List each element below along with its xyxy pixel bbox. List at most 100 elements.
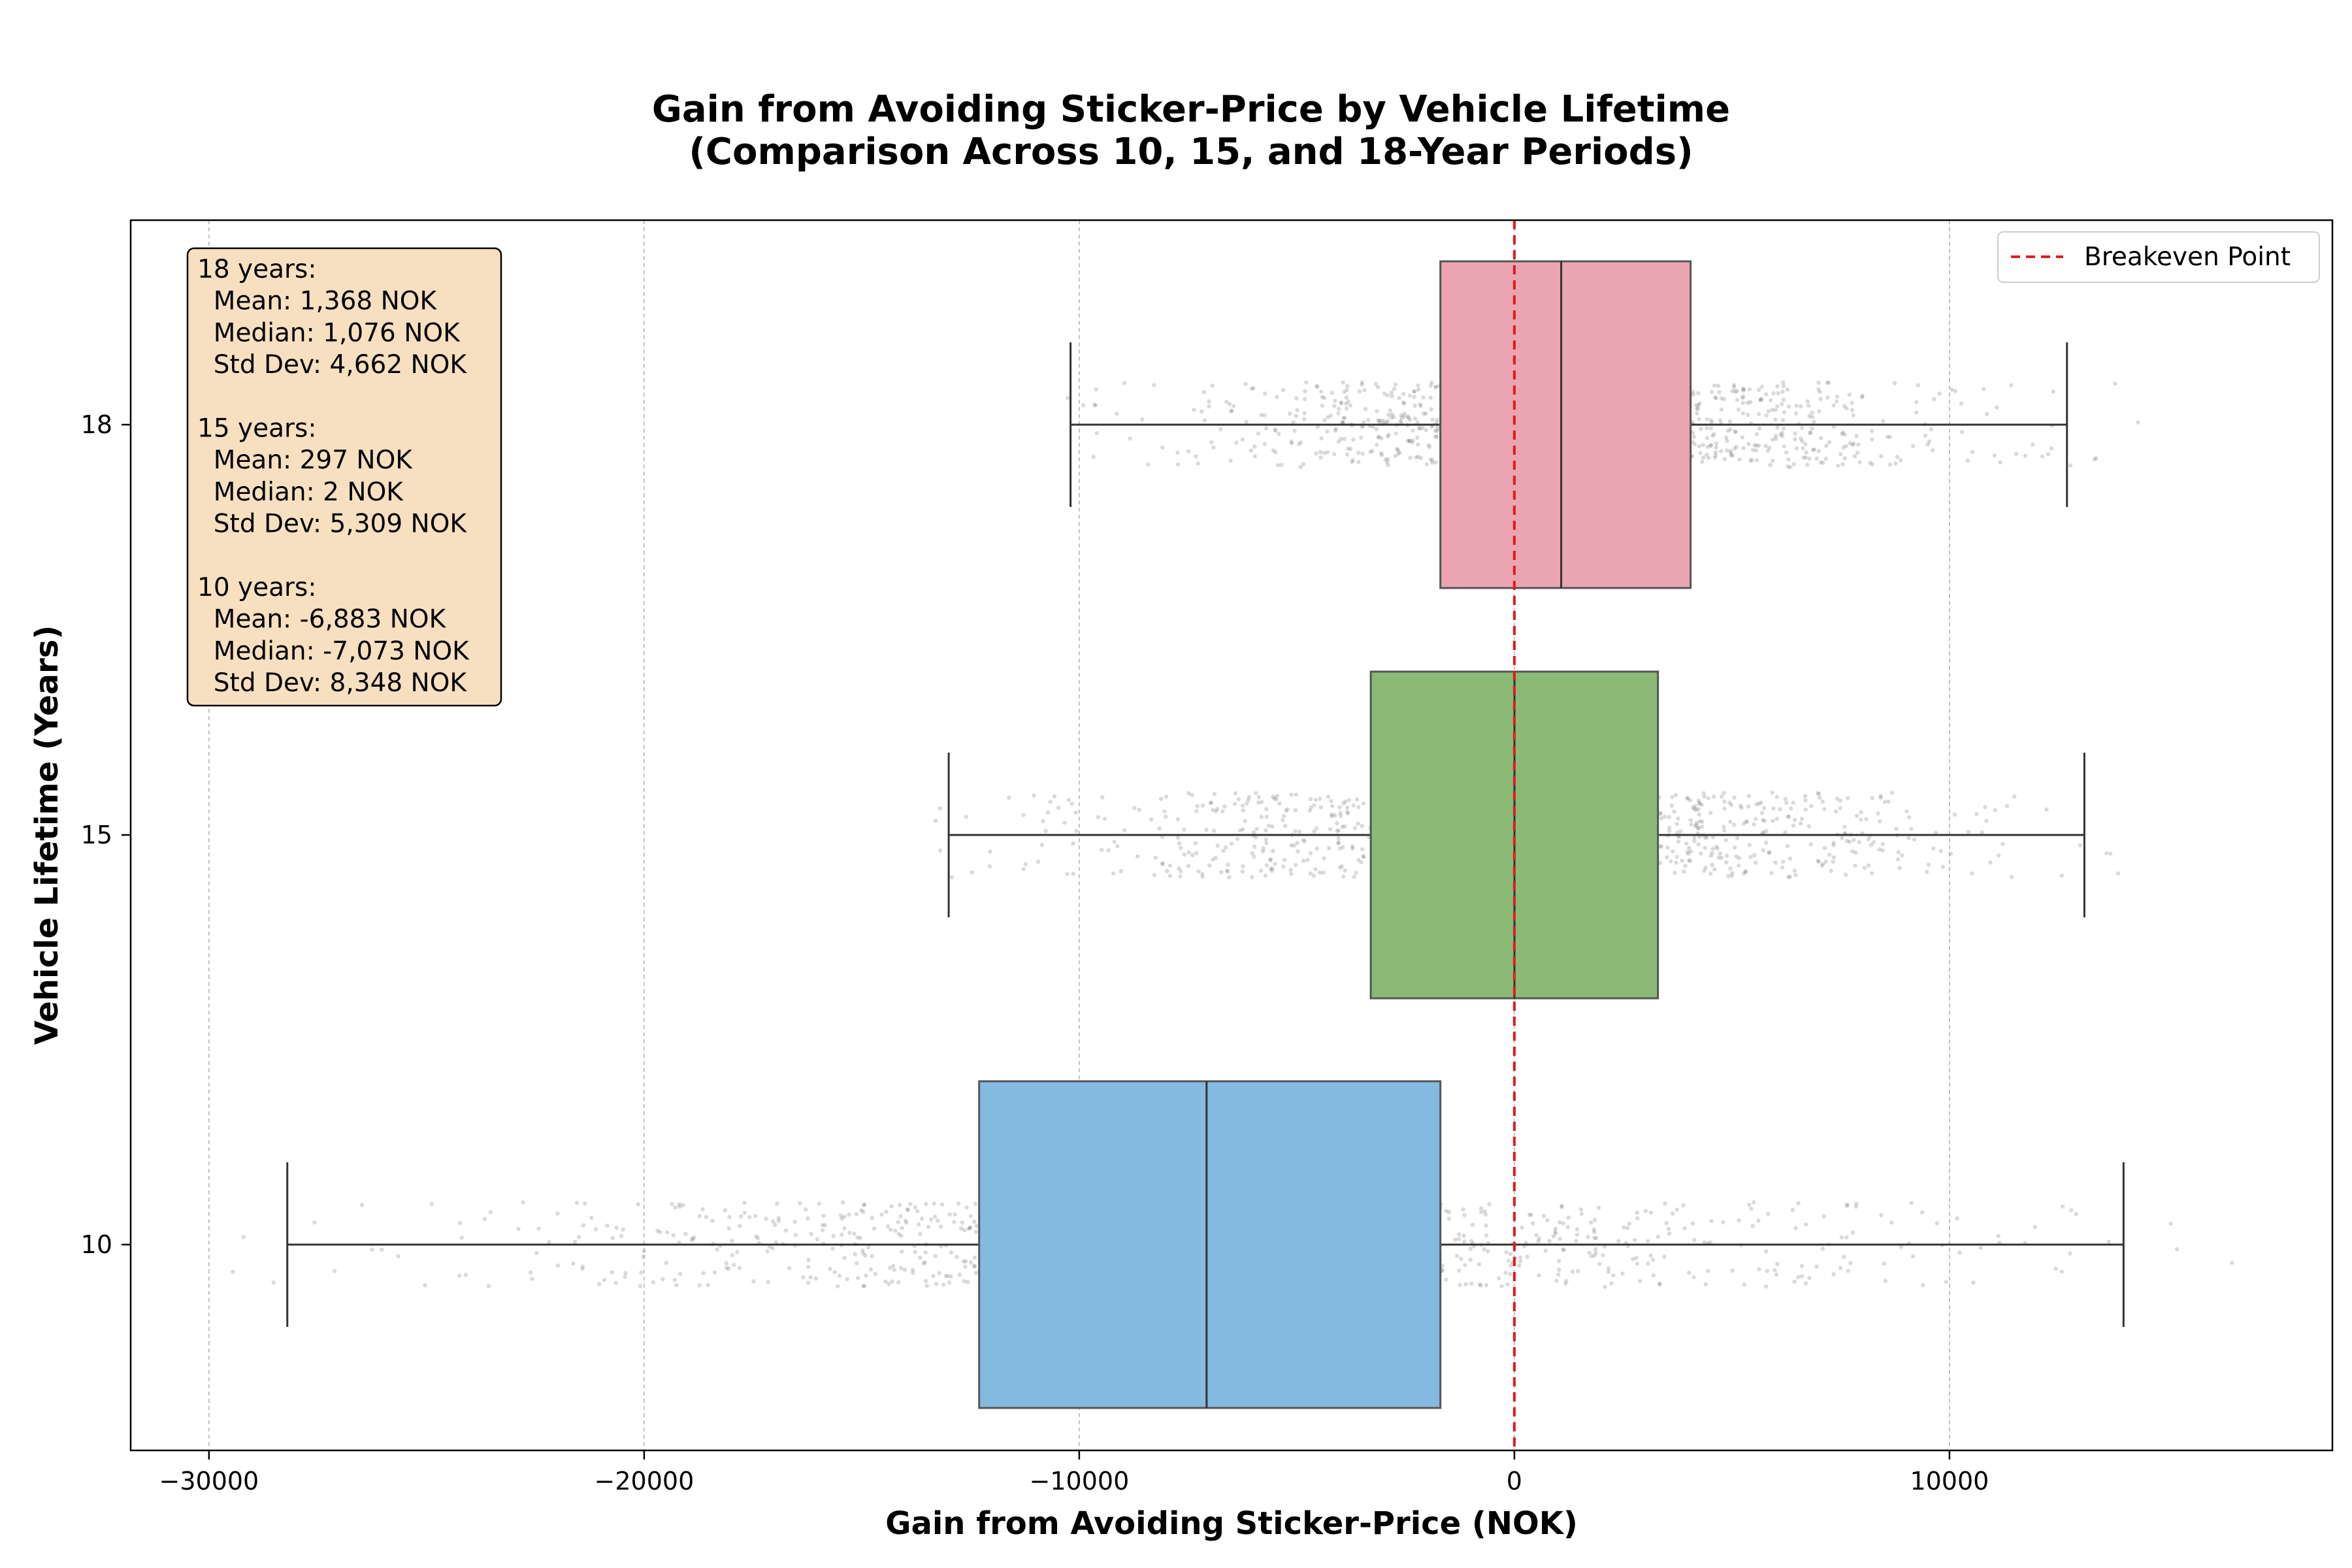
scatter-point-18 [1336, 439, 1341, 444]
scatter-point-10 [1690, 1221, 1695, 1226]
scatter-point-15 [1783, 830, 1788, 835]
scatter-point-15 [1699, 851, 1703, 856]
scatter-point-18 [1386, 433, 1391, 437]
scatter-point-18 [1186, 449, 1191, 453]
scatter-point-10 [1586, 1234, 1590, 1239]
scatter-point-10 [1462, 1213, 1467, 1218]
scatter-point-18 [1767, 446, 1772, 450]
scatter-point-15 [1769, 871, 1774, 875]
scatter-point-18 [1315, 384, 1319, 389]
scatter-point-18 [1249, 386, 1254, 391]
scatter-point-18 [1433, 434, 1438, 439]
scatter-point-10 [706, 1282, 710, 1288]
scatter-point-10 [1635, 1216, 1640, 1220]
scatter-point-10 [1774, 1272, 1779, 1277]
scatter-point-15 [1352, 875, 1356, 879]
scatter-point-15 [1699, 824, 1705, 829]
scatter-point-10 [884, 1209, 889, 1214]
scatter-point-15 [1313, 798, 1318, 802]
scatter-point-10 [1633, 1238, 1637, 1243]
scatter-point-15 [1703, 836, 1708, 840]
scatter-point-18 [1705, 426, 1709, 431]
scatter-point-18 [1397, 396, 1401, 400]
scatter-point-18 [1713, 450, 1718, 455]
scatter-point-15 [1264, 807, 1269, 811]
scatter-point-10 [1606, 1269, 1611, 1275]
scatter-point-15 [1688, 849, 1693, 854]
scatter-point-18 [1737, 457, 1742, 462]
scatter-point-15 [1838, 798, 1842, 803]
scatter-point-18 [1763, 444, 1768, 448]
scatter-point-15 [933, 819, 938, 823]
scatter-point-18 [1714, 441, 1719, 446]
box-10 [978, 1080, 1442, 1409]
scatter-point-10 [770, 1246, 775, 1251]
scatter-point-10 [1667, 1232, 1672, 1236]
scatter-point-18 [1850, 442, 1855, 447]
scatter-point-15 [1056, 806, 1061, 810]
scatter-point-18 [1289, 441, 1294, 446]
scatter-point-15 [1252, 830, 1256, 835]
scatter-point-10 [870, 1215, 875, 1220]
scatter-point-15 [1293, 829, 1298, 834]
scatter-point-15 [1271, 849, 1275, 853]
scatter-point-10 [1674, 1207, 1679, 1212]
scatter-point-18 [1342, 436, 1347, 442]
scatter-point-10 [636, 1201, 641, 1207]
scatter-point-15 [1236, 797, 1241, 802]
scatter-point-18 [1885, 434, 1890, 439]
scatter-point-10 [861, 1251, 866, 1256]
scatter-point-15 [1311, 874, 1316, 878]
scatter-point-15 [1715, 846, 1720, 851]
scatter-point-18 [1383, 457, 1388, 462]
scatter-point-15 [1268, 866, 1273, 872]
scatter-point-18 [1390, 394, 1394, 399]
scatter-point-18 [1852, 441, 1856, 446]
scatter-point-10 [1527, 1213, 1532, 1217]
scatter-point-10 [964, 1259, 968, 1264]
scatter-point-15 [1312, 829, 1316, 834]
scatter-point-18 [1160, 445, 1165, 450]
scatter-point-10 [809, 1232, 813, 1236]
scatter-point-18 [1420, 425, 1425, 431]
scatter-point-10 [547, 1240, 551, 1245]
scatter-point-15 [2012, 794, 2017, 799]
scatter-point-15 [1746, 794, 1752, 798]
scatter-point-10 [665, 1230, 670, 1235]
scatter-point-18 [1778, 433, 1783, 437]
scatter-point-15 [1933, 830, 1938, 835]
scatter-point-10 [710, 1218, 715, 1223]
scatter-point-10 [889, 1228, 893, 1232]
scatter-point-18 [1794, 411, 1799, 416]
scatter-point-15 [1789, 806, 1793, 811]
scatter-point-15 [1212, 792, 1217, 796]
scatter-point-18 [2014, 451, 2019, 456]
scatter-point-10 [1616, 1239, 1621, 1243]
scatter-point-18 [1757, 387, 1761, 392]
scatter-point-18 [2092, 457, 2097, 462]
scatter-point-18 [1840, 462, 1845, 466]
scatter-point-18 [1729, 451, 1733, 455]
scatter-point-15 [1241, 864, 1245, 869]
scatter-point-10 [966, 1226, 971, 1231]
scatter-point-10 [953, 1212, 957, 1217]
scatter-point-15 [1335, 828, 1339, 833]
scatter-point-15 [1697, 819, 1702, 824]
scatter-point-10 [1469, 1239, 1474, 1243]
scatter-point-15 [1726, 874, 1731, 879]
scatter-point-10 [1576, 1269, 1580, 1273]
scatter-point-18 [1959, 430, 1965, 434]
scatter-point-18 [1758, 398, 1763, 402]
scatter-point-10 [581, 1223, 586, 1228]
scatter-point-10 [936, 1218, 940, 1223]
scatter-point-15 [964, 815, 969, 819]
scatter-point-18 [1695, 411, 1699, 416]
scatter-point-15 [1186, 864, 1191, 868]
scatter-point-10 [530, 1277, 534, 1281]
scatter-point-10 [806, 1258, 811, 1262]
scatter-point-10 [1556, 1272, 1561, 1277]
scatter-point-15 [1831, 843, 1836, 847]
scatter-point-10 [536, 1226, 541, 1231]
scatter-point-18 [1412, 389, 1416, 394]
scatter-point-15 [1855, 813, 1859, 818]
